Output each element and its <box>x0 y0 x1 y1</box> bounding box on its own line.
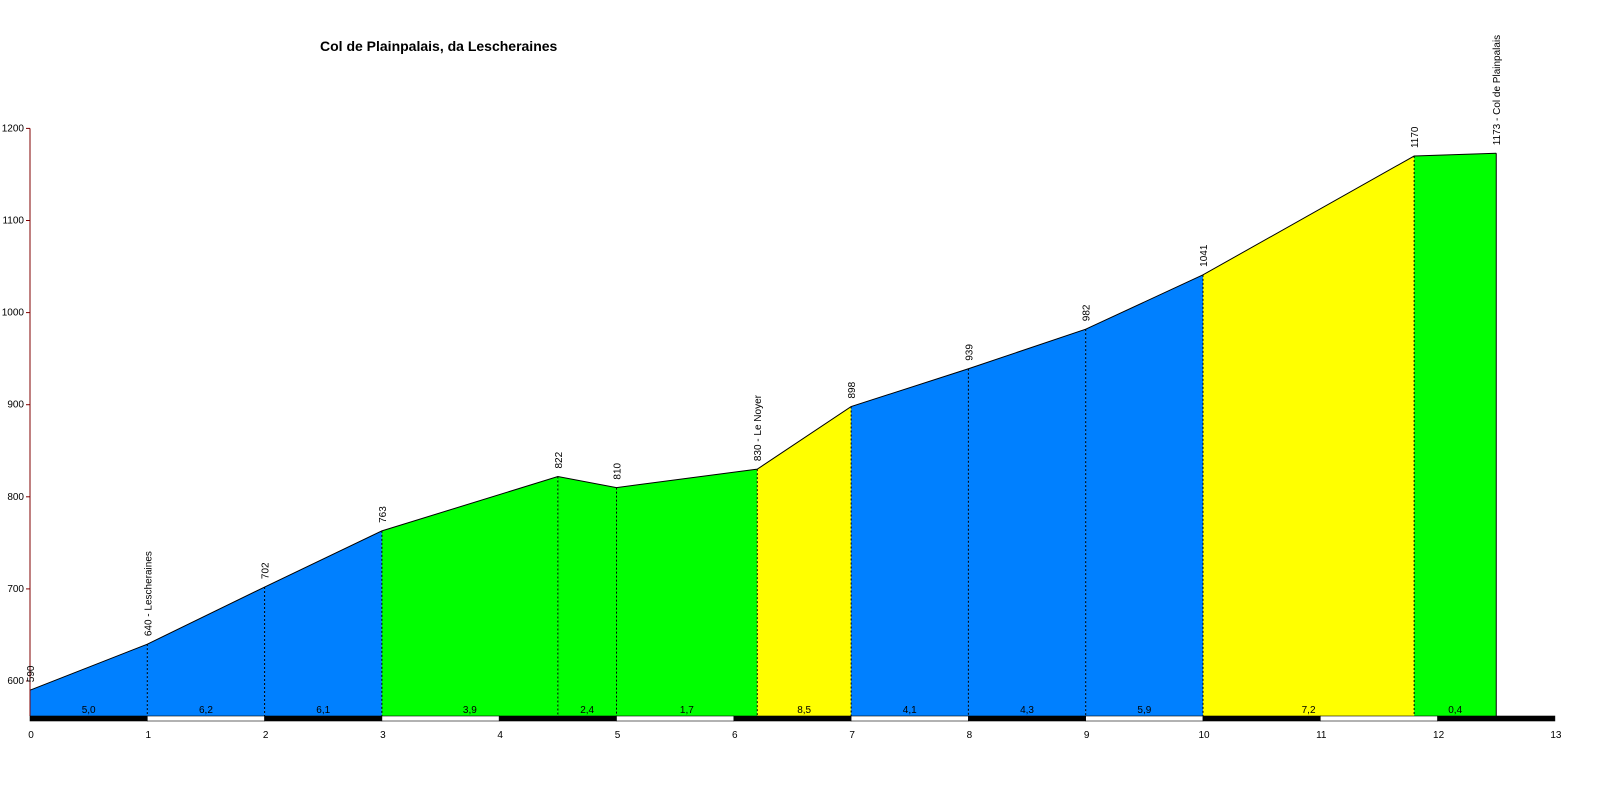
x-tick-label: 8 <box>967 730 973 741</box>
segment-fills <box>30 153 1497 717</box>
y-tick-label: 1000 <box>2 308 25 319</box>
gradient-label: 3,9 <box>463 705 477 716</box>
scale-bar-segment <box>1202 715 1321 722</box>
point-label: 702 <box>261 562 272 579</box>
gradient-label: 2,4 <box>580 705 594 716</box>
segment-fill <box>1085 274 1203 716</box>
gradient-label: 0,4 <box>1448 705 1462 716</box>
y-tick-label: 1200 <box>2 123 25 134</box>
x-tick-label: 13 <box>1550 730 1562 741</box>
x-tick-label: 3 <box>380 730 386 741</box>
segment-fill <box>557 476 617 716</box>
scale-bar-segment <box>1437 715 1556 722</box>
point-label: 810 <box>613 462 624 479</box>
gradient-label: 4,3 <box>1020 705 1034 716</box>
profile-line <box>29 152 1497 691</box>
scale-bar-segment <box>733 715 852 722</box>
y-tick-label: 1100 <box>2 216 24 227</box>
gradient-labels: 5,0 6,2 6,1 3,9 2,4 1,7 8,5 4,1 4,3 5,9 7,2 0,4 <box>82 705 1463 716</box>
x-tick-label: 0 <box>28 730 34 741</box>
scale-bar-segment <box>381 715 500 722</box>
point-label: 1041 <box>1199 244 1210 267</box>
gradient-label: 6,1 <box>316 705 330 716</box>
distance-scale-bar <box>29 715 1556 722</box>
gradient-label: 8,5 <box>797 705 811 716</box>
point-label: 939 <box>964 344 975 361</box>
scale-bar-segment <box>264 715 383 722</box>
x-tick-label: 5 <box>615 730 621 741</box>
point-label: 830 - Le Noyer <box>753 394 764 461</box>
point-label: 1173 - Col de Plainpalais <box>1492 35 1503 145</box>
segment-fill <box>30 644 148 716</box>
scale-bar-segment <box>968 715 1087 722</box>
scale-bar-segment <box>1085 715 1204 722</box>
x-tick-label: 1 <box>146 730 152 741</box>
y-tick-label: 800 <box>7 492 24 503</box>
scale-bar-segment <box>616 715 735 722</box>
point-label: 1170 <box>1410 126 1421 148</box>
segment-fill <box>616 469 758 716</box>
x-tick-label: 6 <box>732 730 738 741</box>
segment-fill <box>757 406 852 716</box>
scale-bar-segment <box>147 715 265 722</box>
x-tick-label: 2 <box>263 730 269 741</box>
y-tick-label: 900 <box>7 400 24 411</box>
gradient-label: 7,2 <box>1302 705 1316 716</box>
point-label: 763 <box>378 506 389 523</box>
x-tick-label: 9 <box>1084 730 1090 741</box>
gradient-label: 5,0 <box>82 705 96 716</box>
segment-fill <box>851 368 969 716</box>
segment-fill <box>1414 153 1497 717</box>
scale-bar-segment <box>29 715 148 722</box>
scale-bar-segment <box>498 715 617 722</box>
x-tick-label: 10 <box>1198 730 1210 741</box>
point-label: 982 <box>1082 304 1093 321</box>
segment-fill <box>381 476 558 716</box>
point-label: 640 - Lescheraines <box>143 551 154 636</box>
y-tick-label: 600 <box>7 676 24 687</box>
segment-fill <box>264 530 382 716</box>
x-tick-label: 11 <box>1316 730 1327 741</box>
x-tick-label: 12 <box>1433 730 1445 741</box>
gradient-label: 4,1 <box>903 705 917 716</box>
gradient-label: 5,9 <box>1137 705 1151 716</box>
gradient-label: 1,7 <box>680 705 694 716</box>
point-label: 590 <box>26 665 37 682</box>
x-tick-label: 4 <box>497 730 503 741</box>
segment-fill <box>968 329 1086 716</box>
x-tick-label: 7 <box>849 730 855 741</box>
segment-fill <box>147 587 265 716</box>
gradient-label: 6,2 <box>199 705 213 716</box>
point-labels: 590 640 - Lescheraines 702 763 822 810 830 - L… <box>26 35 1503 682</box>
scale-bar-segment <box>1320 715 1438 722</box>
y-tick-label: 700 <box>7 584 24 595</box>
scale-bar-segment <box>850 715 969 722</box>
chart-title: Col de Plainpalais, da Lescheraines <box>320 38 558 54</box>
profile-line-group <box>29 152 1497 716</box>
point-label: 822 <box>554 451 565 468</box>
segment-fill <box>1203 156 1415 716</box>
point-label: 898 <box>847 381 858 398</box>
